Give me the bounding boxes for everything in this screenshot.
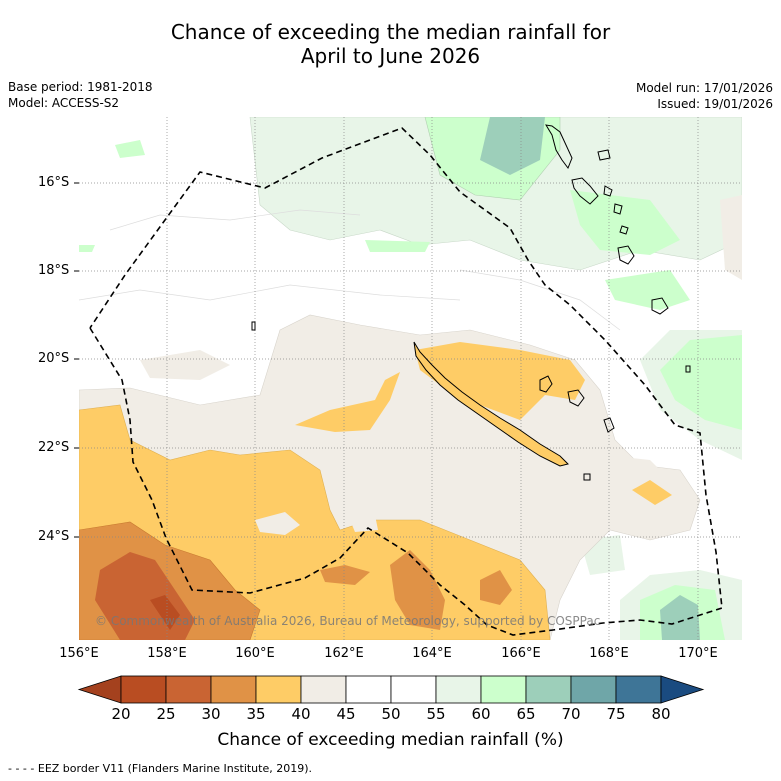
colorbar-title: Chance of exceeding median rainfall (%) [217,730,564,750]
rainfall-probability-field [79,117,742,640]
base-period: Base period: 1981-2018 [8,80,153,94]
eez-legend: - - - - EEZ border V11 (Flanders Marine … [8,762,313,775]
colorbar-segment-11 [570,675,617,704]
cb-tick-40: 40 [291,705,311,723]
colorbar-segment-8 [435,675,482,704]
model-name: Model: ACCESS-S2 [8,96,120,110]
lat-label-20s: 20°S [38,351,70,366]
lon-label-162e: 162°E [324,646,364,661]
colorbar-segment-2 [165,675,212,704]
colorbar-segment-1 [120,675,167,704]
lon-label-168e: 168°E [589,646,629,661]
cb-tick-50: 50 [381,705,401,723]
lon-label-170e: 170°E [678,646,718,661]
colorbar [77,675,705,704]
cb-tick-75: 75 [606,705,626,723]
lat-label-16s: 16°S [38,175,70,190]
colorbar-extend-high [660,675,705,704]
copyright-notice: © Commonwealth of Australia 2026, Bureau… [95,614,601,628]
cb-tick-35: 35 [246,705,266,723]
lon-label-156e: 156°E [59,646,99,661]
lat-label-24s: 24°S [38,529,70,544]
cb-tick-20: 20 [111,705,131,723]
lon-label-158e: 158°E [147,646,187,661]
cb-tick-60: 60 [471,705,491,723]
lat-label-18s: 18°S [38,263,70,278]
map-title-line1: Chance of exceeding the median rainfall … [170,20,611,44]
colorbar-segment-4 [255,675,302,704]
colorbar-segment-12 [615,675,662,704]
colorbar-segment-6 [345,675,392,704]
lat-label-22s: 22°S [38,440,70,455]
colorbar-segment-3 [210,675,257,704]
colorbar-extend-low [77,675,122,704]
lon-label-160e: 160°E [235,646,275,661]
cb-tick-45: 45 [336,705,356,723]
issued-date: Issued: 19/01/2026 [657,97,773,111]
cb-tick-25: 25 [156,705,176,723]
cb-tick-80: 80 [651,705,671,723]
map-title-line2: April to June 2026 [300,44,481,68]
colorbar-segment-10 [525,675,572,704]
colorbar-segment-7 [390,675,437,704]
cb-tick-30: 30 [201,705,221,723]
lon-label-166e: 166°E [501,646,541,661]
model-run: Model run: 17/01/2026 [635,81,773,95]
lon-label-164e: 164°E [412,646,452,661]
colorbar-segment-5 [300,675,347,704]
cb-tick-70: 70 [561,705,581,723]
colorbar-segment-9 [480,675,527,704]
cb-tick-55: 55 [426,705,446,723]
cb-tick-65: 65 [516,705,536,723]
